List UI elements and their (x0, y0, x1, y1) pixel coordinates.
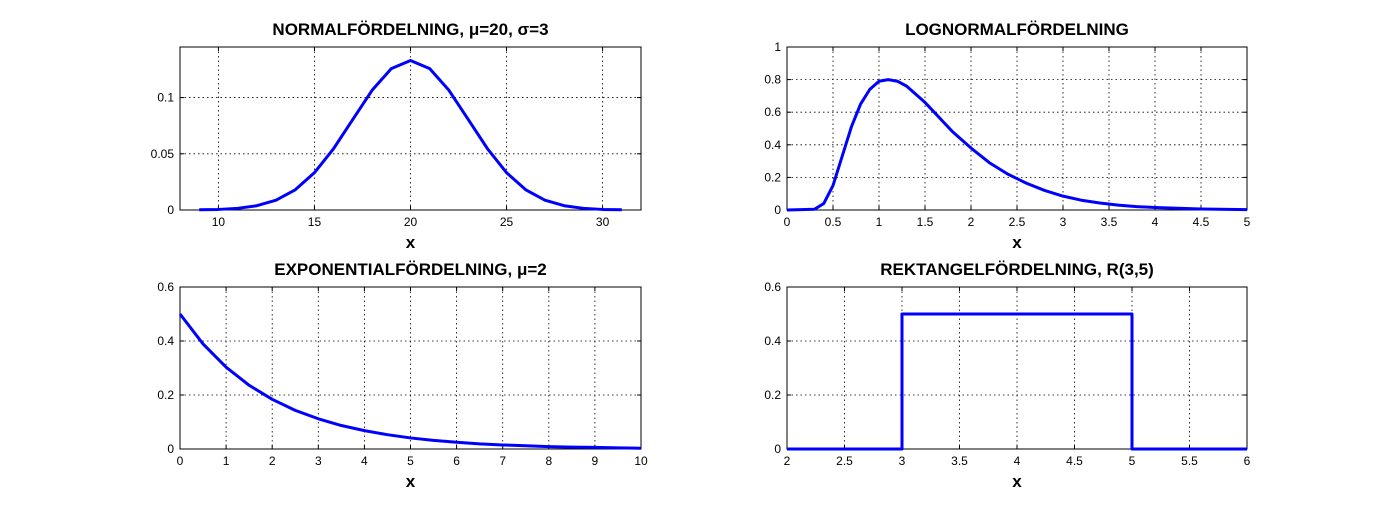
y-tick-label: 0.4 (764, 138, 781, 152)
y-tick-label: 0 (167, 442, 174, 456)
x-tick-label: 0 (177, 454, 184, 468)
x-axis-label: x (1012, 472, 1022, 491)
x-tick-label: 0 (784, 215, 791, 229)
y-tick-label: 1 (774, 40, 781, 54)
y-tick-label: 0.05 (151, 147, 175, 161)
x-tick-label: 2.5 (1009, 215, 1026, 229)
x-tick-label: 3 (899, 454, 906, 468)
x-tick-label: 2.5 (836, 454, 853, 468)
x-tick-label: 20 (404, 215, 418, 229)
x-tick-label: 1.5 (917, 215, 934, 229)
x-tick-label: 10 (634, 454, 648, 468)
x-tick-label: 8 (545, 454, 552, 468)
x-tick-label: 6 (453, 454, 460, 468)
x-tick-label: 30 (596, 215, 610, 229)
y-tick-label: 0 (774, 442, 781, 456)
subplot-1: 10 15 20 25 30 0 0.05 0.1 NORMALFÖRDELNING, μ=20… (151, 20, 642, 252)
x-tick-label: 4 (361, 454, 368, 468)
x-tick-label: 10 (212, 215, 226, 229)
y-tick-label: 0 (167, 203, 174, 217)
x-tick-label: 2 (968, 215, 975, 229)
series-line (786, 78, 1248, 212)
x-tick-label: 4.5 (1193, 215, 1210, 229)
y-tick-label: 0.2 (764, 388, 781, 402)
x-tick-label: 25 (500, 215, 514, 229)
chart-title: EXPONENTIALFÖRDELNING, μ=2 (274, 260, 547, 279)
x-tick-label: 1 (223, 454, 230, 468)
x-tick-label: 5.5 (1181, 454, 1198, 468)
x-tick-label: 3.5 (951, 454, 968, 468)
x-tick-label: 3 (315, 454, 322, 468)
x-tick-label: 1 (876, 215, 883, 229)
x-axis-label: x (1012, 233, 1022, 252)
x-axis-label: x (406, 472, 416, 491)
x-tick-label: 5 (407, 454, 414, 468)
subplot-2: 0 0.5 1 1.5 2 2.5 3 3.5 4 4.5 5 0 0.2 0.4 0.6 0.8 1 LOGNO… (764, 20, 1250, 252)
chart-title: NORMALFÖRDELNING, μ=20, σ=3 (272, 20, 548, 39)
x-tick-label: 5 (1129, 454, 1136, 468)
series-line (178, 313, 642, 450)
x-tick-label: 0.5 (825, 215, 842, 229)
x-tick-label: 7 (499, 454, 506, 468)
x-tick-label: 9 (592, 454, 599, 468)
x-tick-label: 3.5 (1101, 215, 1118, 229)
x-tick-label: 4 (1014, 454, 1021, 468)
x-tick-label: 15 (308, 215, 322, 229)
x-tick-label: 2 (784, 454, 791, 468)
x-tick-label: 4 (1152, 215, 1159, 229)
x-tick-label: 2 (269, 454, 276, 468)
x-tick-label: 4.5 (1066, 454, 1083, 468)
subplot-3: 0 1 2 3 4 5 6 7 8 9 10 0 0.2 0.4 0.6 EXPONENTIALFÖRDELN… (157, 260, 648, 491)
y-tick-label: 0.4 (764, 334, 781, 348)
y-tick-label: 0.8 (764, 73, 781, 87)
chart-title: REKTANGELFÖRDELNING, R(3,5) (880, 260, 1154, 279)
y-tick-label: 0.6 (764, 280, 781, 294)
y-tick-label: 0.4 (157, 334, 174, 348)
y-tick-label: 0.2 (157, 388, 174, 402)
y-tick-label: 0.2 (764, 170, 781, 184)
y-tick-label: 0.6 (157, 280, 174, 294)
x-tick-label: 5 (1244, 215, 1251, 229)
x-tick-label: 6 (1244, 454, 1251, 468)
x-tick-label: 3 (1060, 215, 1067, 229)
y-tick-label: 0 (774, 203, 781, 217)
subplot-4: 2 2.5 3 3.5 4 4.5 5 5.5 6 0 0.2 0.4 0.6 REKTANGELFÖRD… (764, 260, 1250, 491)
chart-title: LOGNORMALFÖRDELNING (905, 20, 1129, 39)
series-line (787, 312, 1247, 451)
series-line (199, 58, 622, 212)
y-tick-label: 0.6 (764, 105, 781, 119)
y-tick-label: 0.1 (157, 91, 174, 105)
x-axis-label: x (406, 233, 416, 252)
